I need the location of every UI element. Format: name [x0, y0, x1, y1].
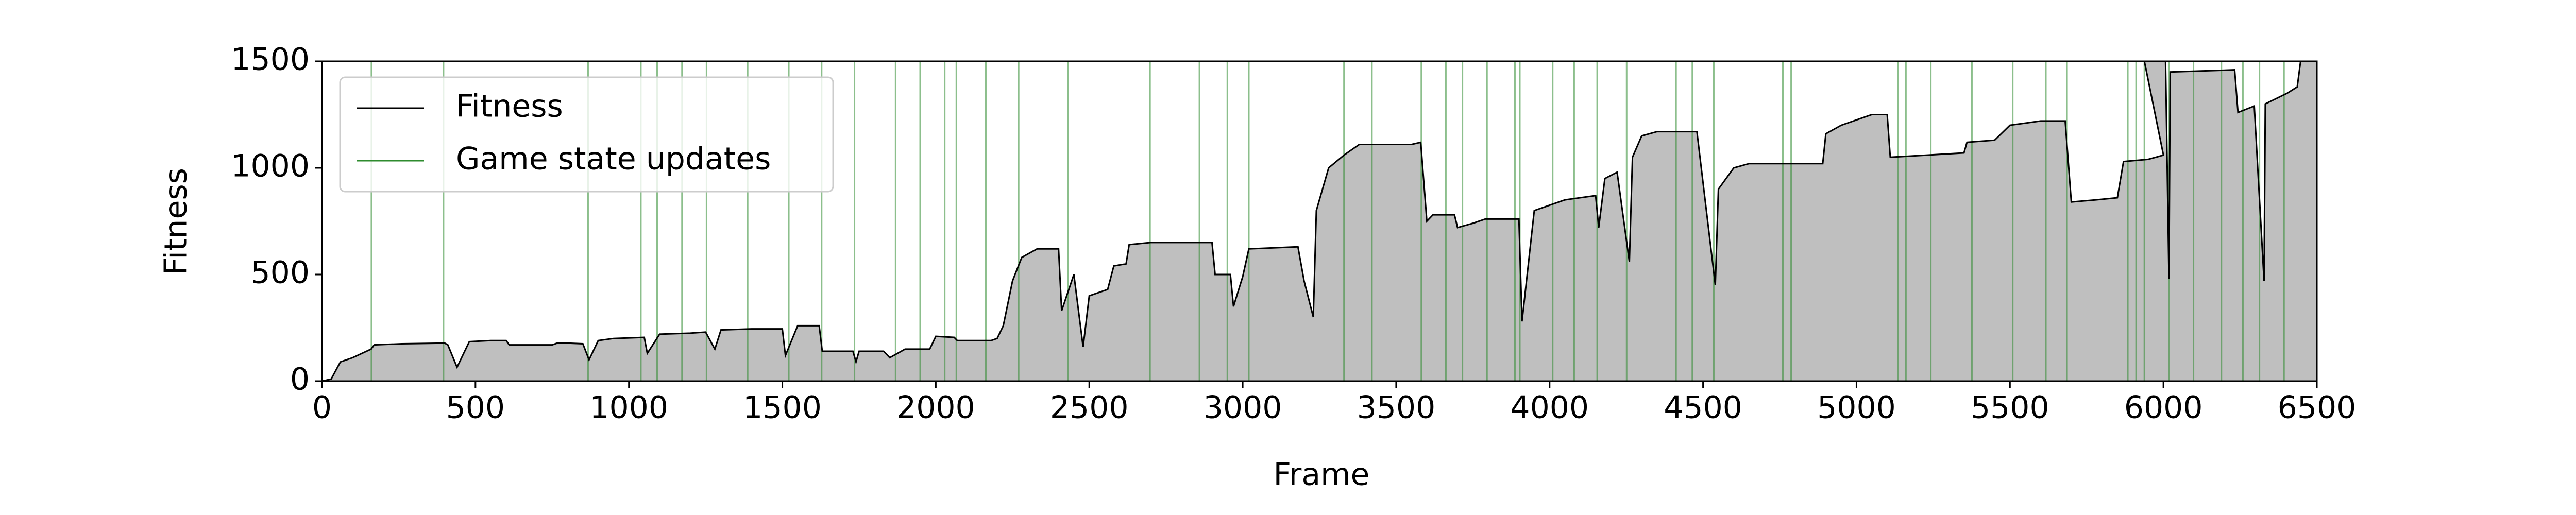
- x-tick-label: 6000: [2124, 390, 2203, 426]
- x-tick-label: 4000: [1510, 390, 1589, 426]
- y-tick-label: 1000: [231, 148, 310, 184]
- legend-game-state-updates-label: Game state updates: [456, 141, 771, 177]
- x-tick-label: 1000: [589, 390, 668, 426]
- x-axis-label: Frame: [1274, 457, 1370, 493]
- y-tick-label: 1500: [231, 42, 310, 78]
- y-axis-label: Fitness: [158, 168, 194, 275]
- y-tick-label: 500: [250, 255, 310, 291]
- x-tick-label: 500: [446, 390, 505, 426]
- legend-box: [339, 76, 834, 193]
- x-tick-label: 3500: [1357, 390, 1436, 426]
- legend: Fitness Game state updates: [339, 76, 834, 193]
- fitness-area: [322, 61, 2317, 381]
- x-tick-label: 6500: [2278, 390, 2357, 426]
- axes-frame: [321, 60, 2318, 382]
- x-tick-label: 3000: [1204, 390, 1282, 426]
- y-tick-label: 0: [290, 362, 310, 398]
- x-tick-label: 2500: [1050, 390, 1129, 426]
- x-tick-label: 5500: [1971, 390, 2049, 426]
- fitness-line: [322, 61, 2317, 381]
- plot-area: [322, 61, 2317, 381]
- x-tick-label: 1500: [743, 390, 822, 426]
- x-tick-label: 4500: [1664, 390, 1742, 426]
- x-tick-label: 5000: [1817, 390, 1896, 426]
- legend-fitness-label: Fitness: [456, 89, 563, 125]
- x-tick-label: 2000: [896, 390, 975, 426]
- x-tick-label: 0: [312, 390, 332, 426]
